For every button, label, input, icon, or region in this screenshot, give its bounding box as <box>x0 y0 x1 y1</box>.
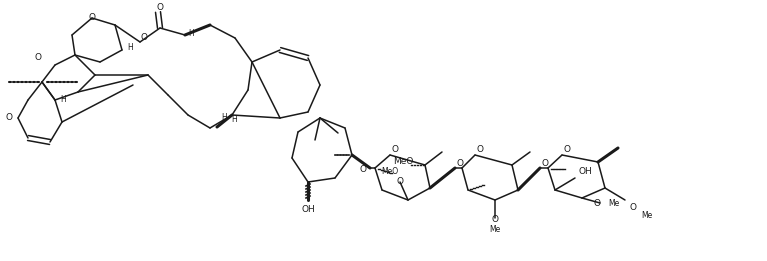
Text: O: O <box>88 14 96 22</box>
Text: H: H <box>60 96 66 104</box>
Text: O: O <box>492 216 499 224</box>
Text: O: O <box>397 177 403 187</box>
Text: OH: OH <box>301 205 315 215</box>
Text: O: O <box>564 145 571 155</box>
Text: MeO: MeO <box>381 168 399 176</box>
Text: H: H <box>231 116 237 124</box>
Text: O: O <box>476 145 483 155</box>
Text: H: H <box>188 28 194 38</box>
Text: H: H <box>221 112 227 122</box>
Text: O: O <box>456 158 463 168</box>
Text: O: O <box>140 33 147 41</box>
Text: O: O <box>542 158 548 168</box>
Text: O: O <box>594 199 601 207</box>
Text: MeO: MeO <box>393 157 413 167</box>
Text: O: O <box>35 54 41 62</box>
Text: O: O <box>156 3 163 13</box>
Text: O: O <box>5 114 12 122</box>
Text: O: O <box>630 204 637 212</box>
Text: H: H <box>127 44 133 52</box>
Text: OH: OH <box>578 168 592 176</box>
Text: Me: Me <box>608 199 620 207</box>
Text: Me: Me <box>489 226 501 234</box>
Text: O: O <box>360 164 367 174</box>
Text: Me: Me <box>641 211 653 221</box>
Text: O: O <box>391 145 399 155</box>
